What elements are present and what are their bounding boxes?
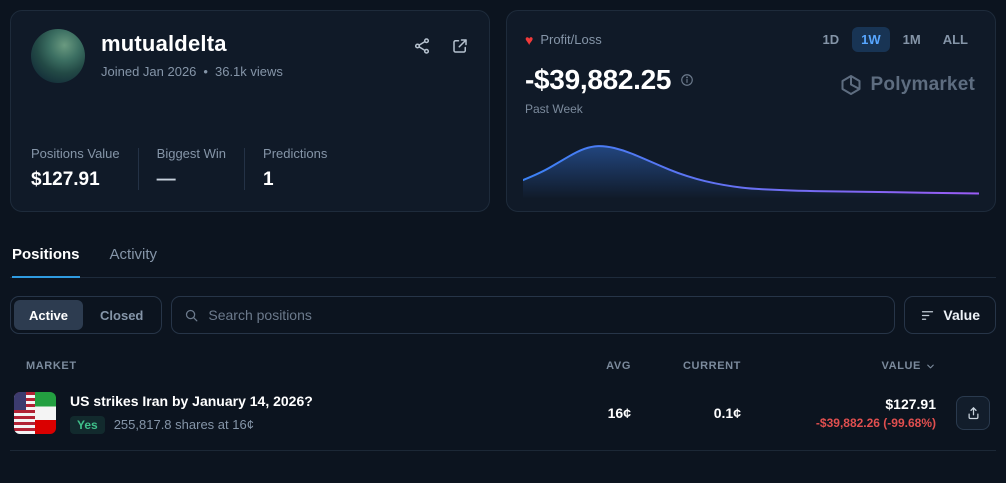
filter-closed-button[interactable]: Closed	[85, 300, 158, 330]
stat-biggest-win: Biggest Win —	[157, 146, 226, 191]
sort-value-button[interactable]: Value	[904, 296, 996, 334]
header-current: CURRENT	[683, 360, 741, 372]
info-icon[interactable]	[680, 73, 694, 87]
range-selector: 1D 1W 1M ALL	[814, 27, 977, 52]
value-cell: $127.91 -$39,882.26 (-99.68%)	[741, 396, 936, 430]
tab-activity[interactable]: Activity	[110, 246, 158, 277]
stat-value: 1	[263, 169, 274, 190]
search-input[interactable]	[208, 307, 883, 323]
header-value-label: VALUE	[881, 360, 921, 372]
tab-positions[interactable]: Positions	[12, 246, 80, 278]
joined-date: Joined Jan 2026	[101, 64, 197, 79]
tab-positions-label: Positions	[12, 246, 80, 263]
header-avg: AVG	[606, 360, 631, 372]
username: mutualdelta	[101, 31, 227, 56]
pnl-period: Past Week	[525, 102, 583, 116]
outcome-badge: Yes	[70, 415, 105, 434]
header-value-sort[interactable]: VALUE	[741, 360, 936, 372]
top-cards: mutualdelta Joined Jan 2026 • 36.1k view…	[10, 10, 996, 212]
avatar	[31, 29, 85, 83]
range-1w-button[interactable]: 1W	[852, 27, 890, 52]
pnl-value: -$39,882.25	[525, 64, 672, 95]
status-filter: Active Closed	[10, 296, 163, 334]
current-cell: 0.1¢	[713, 405, 741, 421]
pnl-card: ♥ Profit/Loss 1D 1W 1M ALL -$39,882.25	[506, 10, 996, 212]
range-all-button[interactable]: ALL	[934, 27, 977, 52]
export-icon[interactable]	[956, 396, 990, 430]
avg-cell: 16¢	[607, 405, 631, 421]
filter-active-button[interactable]: Active	[14, 300, 84, 330]
stat-divider	[244, 147, 246, 190]
chevron-down-icon	[927, 364, 934, 368]
pnl-chart	[523, 137, 979, 199]
tab-activity-label: Activity	[109, 246, 158, 263]
market-cell: US strikes Iran by January 14, 2026? Yes…	[10, 392, 551, 434]
heart-icon: ♥	[525, 31, 534, 48]
position-value: $127.91	[885, 396, 936, 412]
stat-label: Positions Value	[31, 146, 120, 161]
shares-info: 255,817.8 shares at 16¢	[113, 417, 254, 432]
chart-area	[523, 146, 979, 199]
market-flag-icon	[14, 392, 56, 434]
polymarket-logo: Polymarket	[839, 73, 975, 97]
table-row[interactable]: US strikes Iran by January 14, 2026? Yes…	[10, 378, 996, 451]
sort-value-label: Value	[943, 307, 980, 323]
positions-table: MARKET AVG CURRENT VALUE US strikes Iran…	[10, 344, 996, 451]
polymarket-logo-icon	[841, 75, 861, 95]
share-icon[interactable]	[413, 37, 431, 55]
search-icon	[186, 309, 198, 321]
table-header: MARKET AVG CURRENT VALUE	[10, 344, 996, 378]
profile-card: mutualdelta Joined Jan 2026 • 36.1k view…	[10, 10, 490, 212]
market-title: US strikes Iran by January 14, 2026?	[70, 392, 313, 409]
meta-separator-dot: •	[203, 64, 208, 79]
stat-value: —	[156, 169, 176, 190]
stat-value: $127.91	[31, 169, 100, 190]
search-positions-box	[171, 296, 896, 334]
range-1m-button[interactable]: 1M	[894, 27, 930, 52]
stat-positions-value: Positions Value $127.91	[31, 146, 120, 191]
tabs: Positions Activity	[10, 246, 996, 278]
sort-icon	[922, 310, 934, 320]
filter-row: Active Closed Value	[10, 296, 996, 334]
pnl-label: Profit/Loss	[540, 32, 602, 47]
profile-stats: Positions Value $127.91 Biggest Win — Pr…	[31, 146, 469, 191]
header-market: MARKET	[26, 360, 77, 372]
stat-label: Biggest Win	[156, 146, 227, 161]
position-pnl: -$39,882.26 (-99.68%)	[815, 416, 936, 430]
stat-label: Predictions	[263, 146, 328, 161]
range-1d-button[interactable]: 1D	[814, 27, 849, 52]
views-count: 36.1k views	[214, 64, 283, 79]
stat-predictions: Predictions 1	[263, 146, 327, 191]
stat-divider	[137, 147, 139, 190]
external-link-icon[interactable]	[451, 37, 469, 55]
profile-page: mutualdelta Joined Jan 2026 • 36.1k view…	[10, 10, 996, 451]
chart-line	[523, 146, 979, 193]
polymarket-wordmark: Polymarket	[870, 74, 975, 95]
